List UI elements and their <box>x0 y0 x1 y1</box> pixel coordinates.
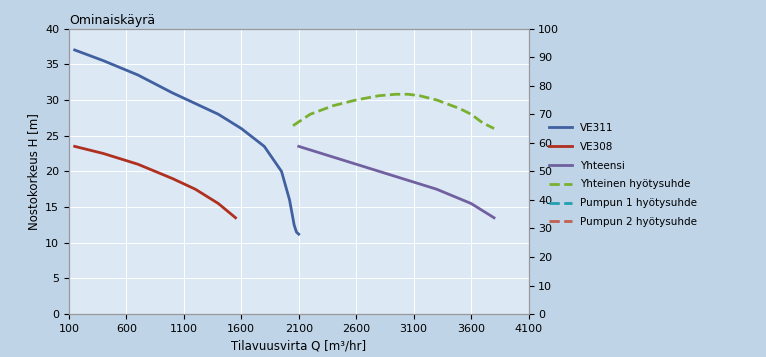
Y-axis label: Nostokorkeus H [m]: Nostokorkeus H [m] <box>27 113 40 230</box>
X-axis label: Tilavuusvirta Q [m³/hr]: Tilavuusvirta Q [m³/hr] <box>231 340 366 352</box>
Legend: VE311, VE308, Yhteensi, Yhteinen hyötysuhde, Pumpun 1 hyötysuhde, Pumpun 2 hyöty: VE311, VE308, Yhteensi, Yhteinen hyötysu… <box>549 123 697 227</box>
Text: Ominaiskäyrä: Ominaiskäyrä <box>69 14 155 27</box>
